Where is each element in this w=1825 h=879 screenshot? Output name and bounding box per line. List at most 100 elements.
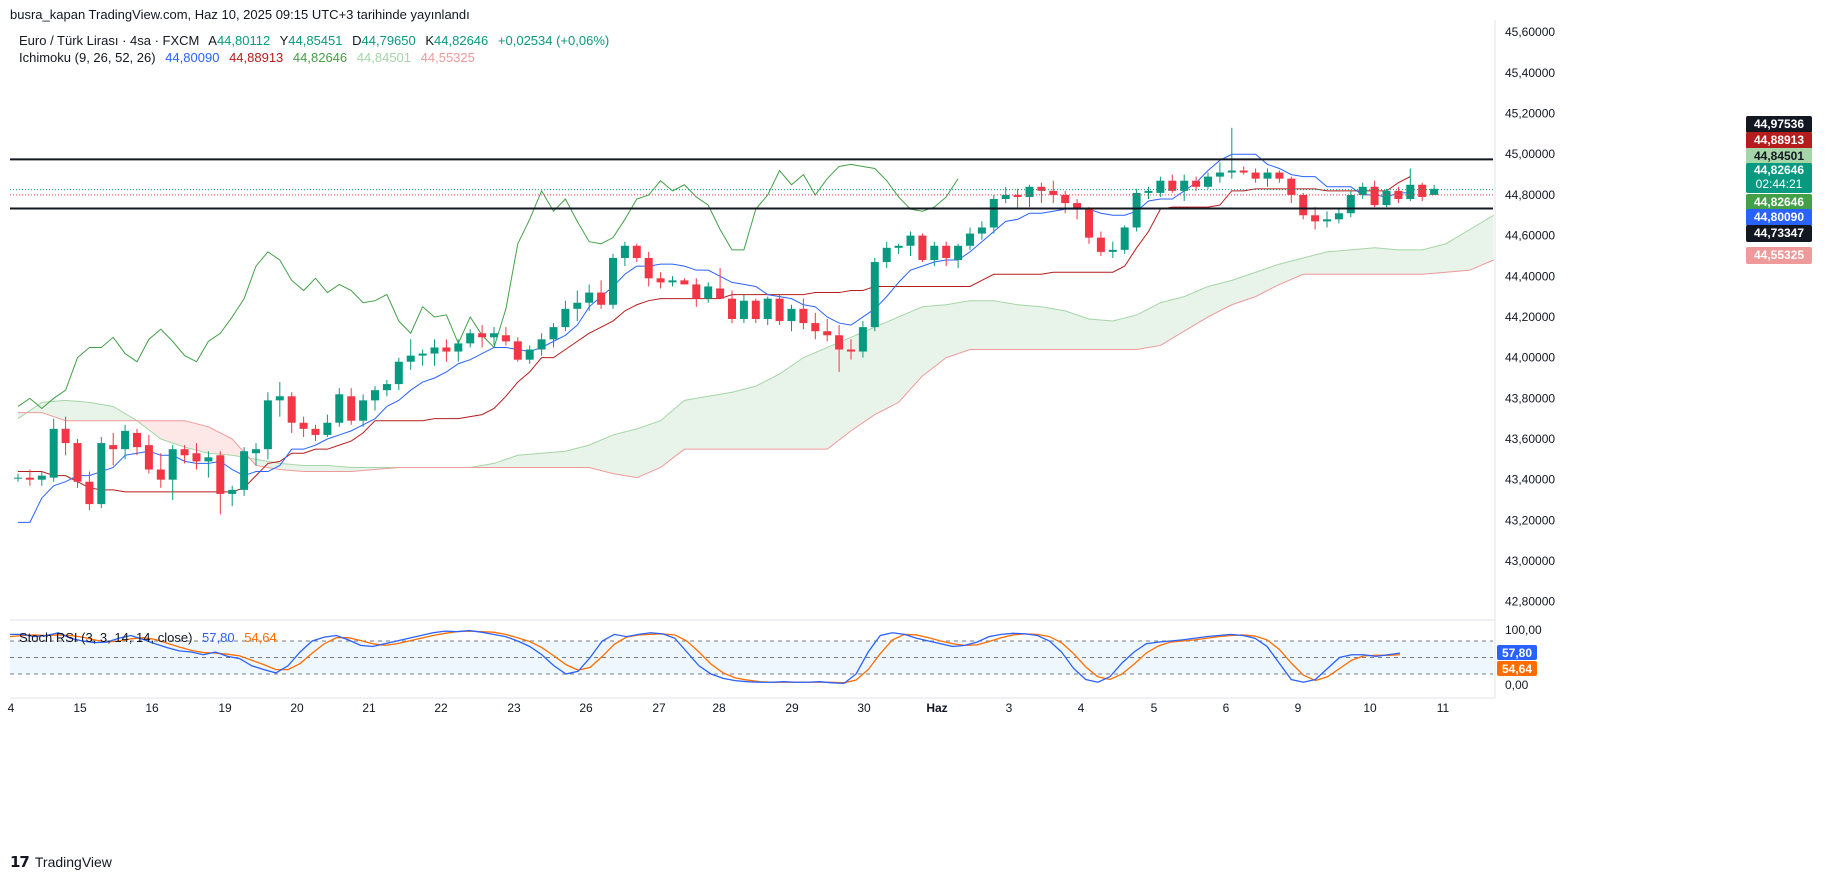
cloud-segment [256, 459, 280, 470]
stoch-value-label: 57,80 [1502, 646, 1532, 660]
symbol-legend[interactable]: Euro / Türk Lirası · 4sa · FXCM A44,8011… [19, 33, 615, 48]
stoch-rsi-pane[interactable]: 100,00 0,00 57,80 54,64 [9, 623, 1542, 692]
stoch-legend[interactable]: Stoch RSI (3, 3, 14, 14, close) 57,80 54… [19, 630, 283, 645]
cloud-segment [208, 426, 233, 456]
candle-body [1120, 227, 1129, 250]
cloud-segment [1065, 310, 1089, 350]
cloud-segment [922, 304, 947, 376]
candle-body [382, 384, 391, 391]
candle-body [144, 445, 153, 470]
price-tag: 44,73347 [1746, 225, 1812, 242]
cloud-segment [279, 463, 304, 472]
price-tick-label: 45,60000 [1505, 25, 1555, 39]
reference-lines[interactable] [10, 158, 1493, 210]
conversion-line [18, 153, 1411, 523]
candle-body [287, 396, 296, 423]
candle-body [406, 355, 415, 362]
candle-body [966, 233, 974, 246]
symbol-name[interactable]: Euro / Türk Lirası · 4sa · FXCM [19, 33, 200, 48]
candle-body [513, 341, 522, 360]
base-value: 44,88913 [229, 50, 284, 65]
cloud-segment [1255, 264, 1280, 297]
cloud-segment [1350, 247, 1375, 275]
candle-body [311, 428, 320, 435]
candle-body [371, 390, 379, 401]
time-tick-label: 4 [1078, 701, 1085, 715]
ichimoku-label[interactable]: Ichimoku (9, 26, 52, 26) [19, 50, 156, 65]
candle-body [1025, 186, 1034, 197]
candle-body [275, 396, 284, 401]
time-tick-label: 27 [652, 701, 666, 715]
candle-body [216, 455, 225, 494]
time-tick-label: 6 [1223, 701, 1230, 715]
candle-body [1013, 194, 1022, 197]
time-tick-label: 11 [1437, 701, 1450, 715]
time-tick-label: 22 [434, 701, 448, 715]
candle-body [192, 453, 201, 462]
candle-body [1227, 170, 1236, 173]
cloud-segment [946, 300, 970, 358]
price-tag: 44,82646 [1746, 194, 1812, 211]
candle-body [620, 245, 629, 258]
price-tick-label: 43,80000 [1505, 391, 1555, 405]
tradingview-logo-icon: 𝟭𝟳 [10, 854, 30, 871]
candle-body [977, 227, 986, 234]
candle-body [240, 451, 249, 490]
candle-body [1049, 190, 1058, 195]
cloud-segment [732, 386, 756, 450]
candle-body [692, 284, 701, 299]
stoch-label[interactable]: Stoch RSI (3, 3, 14, 14, close) [19, 630, 193, 645]
lagging-span-line [17, 163, 959, 410]
cloud-segment [898, 306, 923, 403]
time-tick-label: 21 [362, 701, 376, 715]
cloud-segment [874, 316, 899, 415]
candle-body [1358, 186, 1367, 195]
candle-body [549, 327, 558, 340]
cloud-segment [589, 434, 613, 474]
cloud-segment [303, 465, 328, 472]
ichimoku-legend[interactable]: Ichimoku (9, 26, 52, 26) 44,80090 44,889… [19, 50, 481, 65]
candle-body [537, 339, 546, 350]
candle-body [1085, 209, 1093, 238]
stoch-value-tag [1497, 661, 1537, 676]
candle-body [1263, 172, 1272, 179]
candle-body [716, 288, 725, 299]
cloud-segment [708, 392, 732, 450]
candle-body [525, 349, 534, 360]
brand-name: TradingView [34, 854, 112, 870]
candle-body [835, 335, 844, 350]
cloud-segment [684, 396, 709, 450]
cloud-segment [1160, 296, 1185, 346]
candle-body [644, 257, 653, 279]
cloud-segment [517, 453, 542, 468]
axes[interactable]: 45,60000 45,40000 45,20000 45,00000 44,80000… [8, 25, 1556, 715]
candle-body [1394, 190, 1403, 199]
open-value: A44,80112 [208, 33, 271, 48]
candle-body [728, 298, 736, 319]
cloud-segment [803, 347, 828, 450]
candle-body [1275, 172, 1284, 179]
footer-brand[interactable]: 𝟭𝟳 TradingView [10, 853, 112, 871]
candle-body [1299, 194, 1308, 216]
stoch-k-line [10, 629, 1401, 685]
candle-body [882, 247, 891, 263]
ichimoku-lines [17, 153, 1411, 523]
candle-body [252, 449, 260, 454]
candle-body [906, 235, 915, 246]
candle-body [501, 335, 510, 342]
cloud-segment [636, 420, 661, 478]
cloud-segment [1089, 319, 1113, 350]
candlestick-series [14, 127, 1439, 515]
cloud-segment [1017, 304, 1042, 350]
candle-body [335, 394, 344, 423]
time-tick-label: 10 [1363, 701, 1377, 715]
stoch-value-label: 54,64 [1502, 662, 1532, 676]
leading-a-value: 44,84501 [356, 50, 412, 65]
ichimoku-cloud [17, 214, 1494, 479]
candle-body [430, 347, 439, 354]
price-tag: 44,97536 [1746, 116, 1812, 133]
candle-body [418, 353, 427, 356]
cloud-segment [1303, 251, 1327, 275]
time-tick-label: 19 [218, 701, 232, 715]
